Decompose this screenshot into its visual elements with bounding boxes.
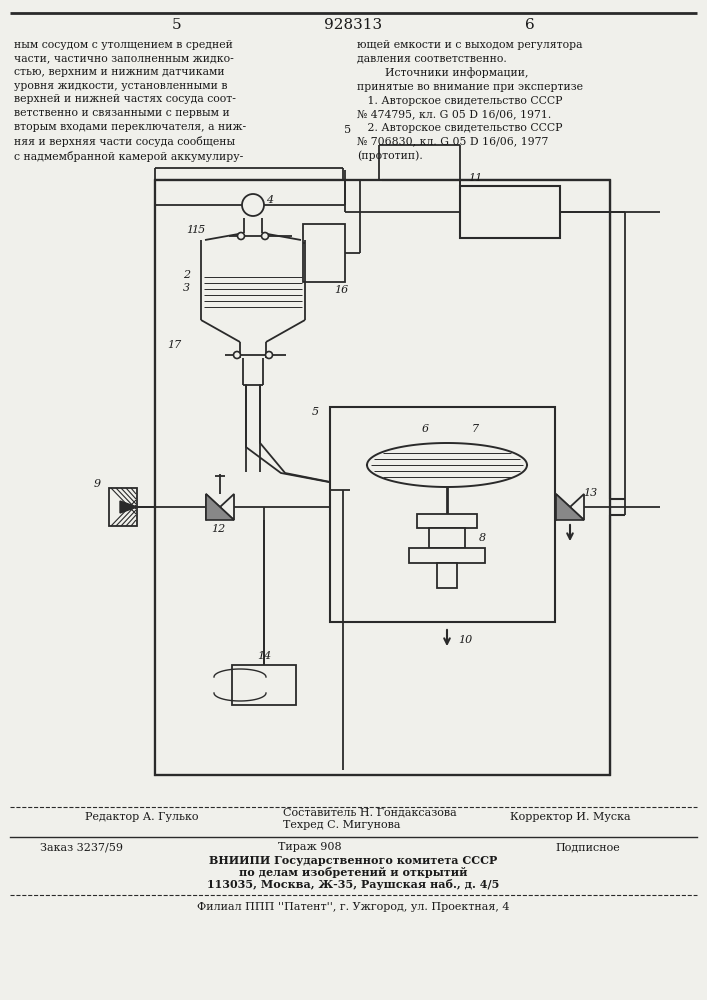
Text: 14: 14 (257, 651, 271, 661)
Text: 5: 5 (344, 125, 351, 135)
Text: Заказ 3237/59: Заказ 3237/59 (40, 842, 123, 852)
Bar (109, 488, 137, 526)
Bar (460, 186, 560, 238)
Text: 11: 11 (468, 173, 482, 183)
Text: 3: 3 (183, 283, 190, 293)
Bar (409, 548, 485, 563)
Text: Составитель Н. Гондаксазова: Составитель Н. Гондаксазова (283, 807, 457, 817)
Text: 15: 15 (191, 225, 205, 235)
Text: 2: 2 (183, 270, 190, 280)
Text: ющей емкости и с выходом регулятора
давления соответственно.
        Источники и: ющей емкости и с выходом регулятора давл… (357, 40, 583, 161)
Text: ВНИИПИ Государственного комитета СССР: ВНИИПИ Государственного комитета СССР (209, 854, 497, 865)
Text: ным сосудом с утолщением в средней
части, частично заполненным жидко-
стью, верх: ным сосудом с утолщением в средней части… (14, 40, 246, 162)
Circle shape (262, 232, 269, 239)
Text: 6: 6 (421, 424, 428, 434)
Text: 17: 17 (167, 340, 181, 350)
Text: 7: 7 (472, 424, 479, 434)
Circle shape (266, 352, 272, 359)
Text: 1: 1 (186, 225, 193, 235)
Text: 6: 6 (525, 18, 535, 32)
Polygon shape (556, 494, 584, 520)
Text: 113035, Москва, Ж-35, Раушская наб., д. 4/5: 113035, Москва, Ж-35, Раушская наб., д. … (207, 879, 499, 890)
Text: 4: 4 (267, 195, 274, 205)
Text: Тираж 908: Тираж 908 (278, 842, 341, 852)
Polygon shape (120, 501, 137, 513)
Text: Корректор И. Муска: Корректор И. Муска (510, 812, 631, 822)
Bar (155, 180, 610, 775)
Text: 13: 13 (583, 488, 597, 498)
Polygon shape (210, 677, 227, 693)
Polygon shape (206, 494, 234, 520)
Text: 5: 5 (173, 18, 182, 32)
Bar (232, 665, 296, 705)
Bar (417, 514, 477, 528)
Text: 928313: 928313 (324, 18, 382, 32)
Text: 12: 12 (211, 524, 225, 534)
Bar (155, 180, 610, 775)
Text: Филиал ППП ''Патент'', г. Ужгород, ул. Проектная, 4: Филиал ППП ''Патент'', г. Ужгород, ул. П… (197, 902, 509, 912)
Text: 10: 10 (458, 635, 472, 645)
Text: Подписное: Подписное (555, 842, 620, 852)
Bar (437, 563, 457, 588)
Text: 5: 5 (312, 407, 319, 417)
Circle shape (238, 232, 245, 239)
Polygon shape (580, 204, 600, 220)
Bar (155, 180, 610, 775)
Text: Техред С. Мигунова: Техред С. Мигунова (283, 820, 400, 830)
Text: 16: 16 (334, 285, 348, 295)
Text: 8: 8 (479, 533, 486, 543)
Bar (303, 224, 345, 282)
Text: Редактор А. Гулько: Редактор А. Гулько (85, 812, 199, 822)
Text: по делам изобретений и открытий: по делам изобретений и открытий (239, 866, 467, 878)
Circle shape (233, 352, 240, 359)
Bar (330, 407, 555, 622)
Polygon shape (556, 494, 584, 520)
Polygon shape (206, 494, 234, 520)
Bar (429, 528, 465, 548)
Text: 9: 9 (93, 479, 100, 489)
